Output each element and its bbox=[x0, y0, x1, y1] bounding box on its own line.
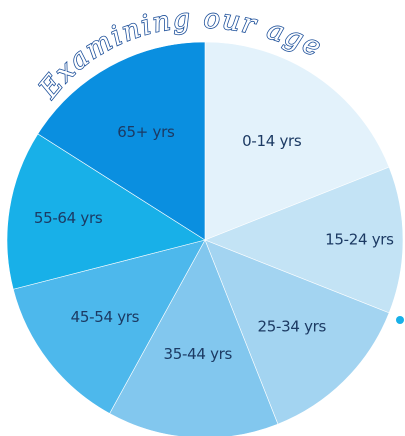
pie-slice bbox=[204, 239, 390, 425]
slice-label: 25-34 yrs bbox=[258, 317, 327, 335]
slice-label: 35-44 yrs bbox=[164, 345, 233, 363]
slice-label: 15-24 yrs bbox=[325, 231, 394, 249]
pie-slice bbox=[204, 166, 404, 314]
pie-slice bbox=[6, 133, 206, 290]
pie-slice bbox=[109, 239, 279, 436]
slice-label: 45-54 yrs bbox=[71, 308, 140, 326]
decorative-dot bbox=[396, 316, 404, 324]
slice-label: 55-64 yrs bbox=[34, 209, 103, 227]
slice-labels: 0-14 yrs 15-24 yrs 25-34 yrs 35-44 yrs 45-54… bbox=[34, 123, 395, 363]
pie-slice bbox=[204, 41, 390, 241]
slice-label: 65+ yrs bbox=[117, 123, 175, 141]
pie-slice bbox=[12, 239, 206, 414]
pie-slice bbox=[37, 41, 206, 241]
pie-slices bbox=[6, 41, 404, 436]
slice-label: 0-14 yrs bbox=[242, 132, 302, 150]
